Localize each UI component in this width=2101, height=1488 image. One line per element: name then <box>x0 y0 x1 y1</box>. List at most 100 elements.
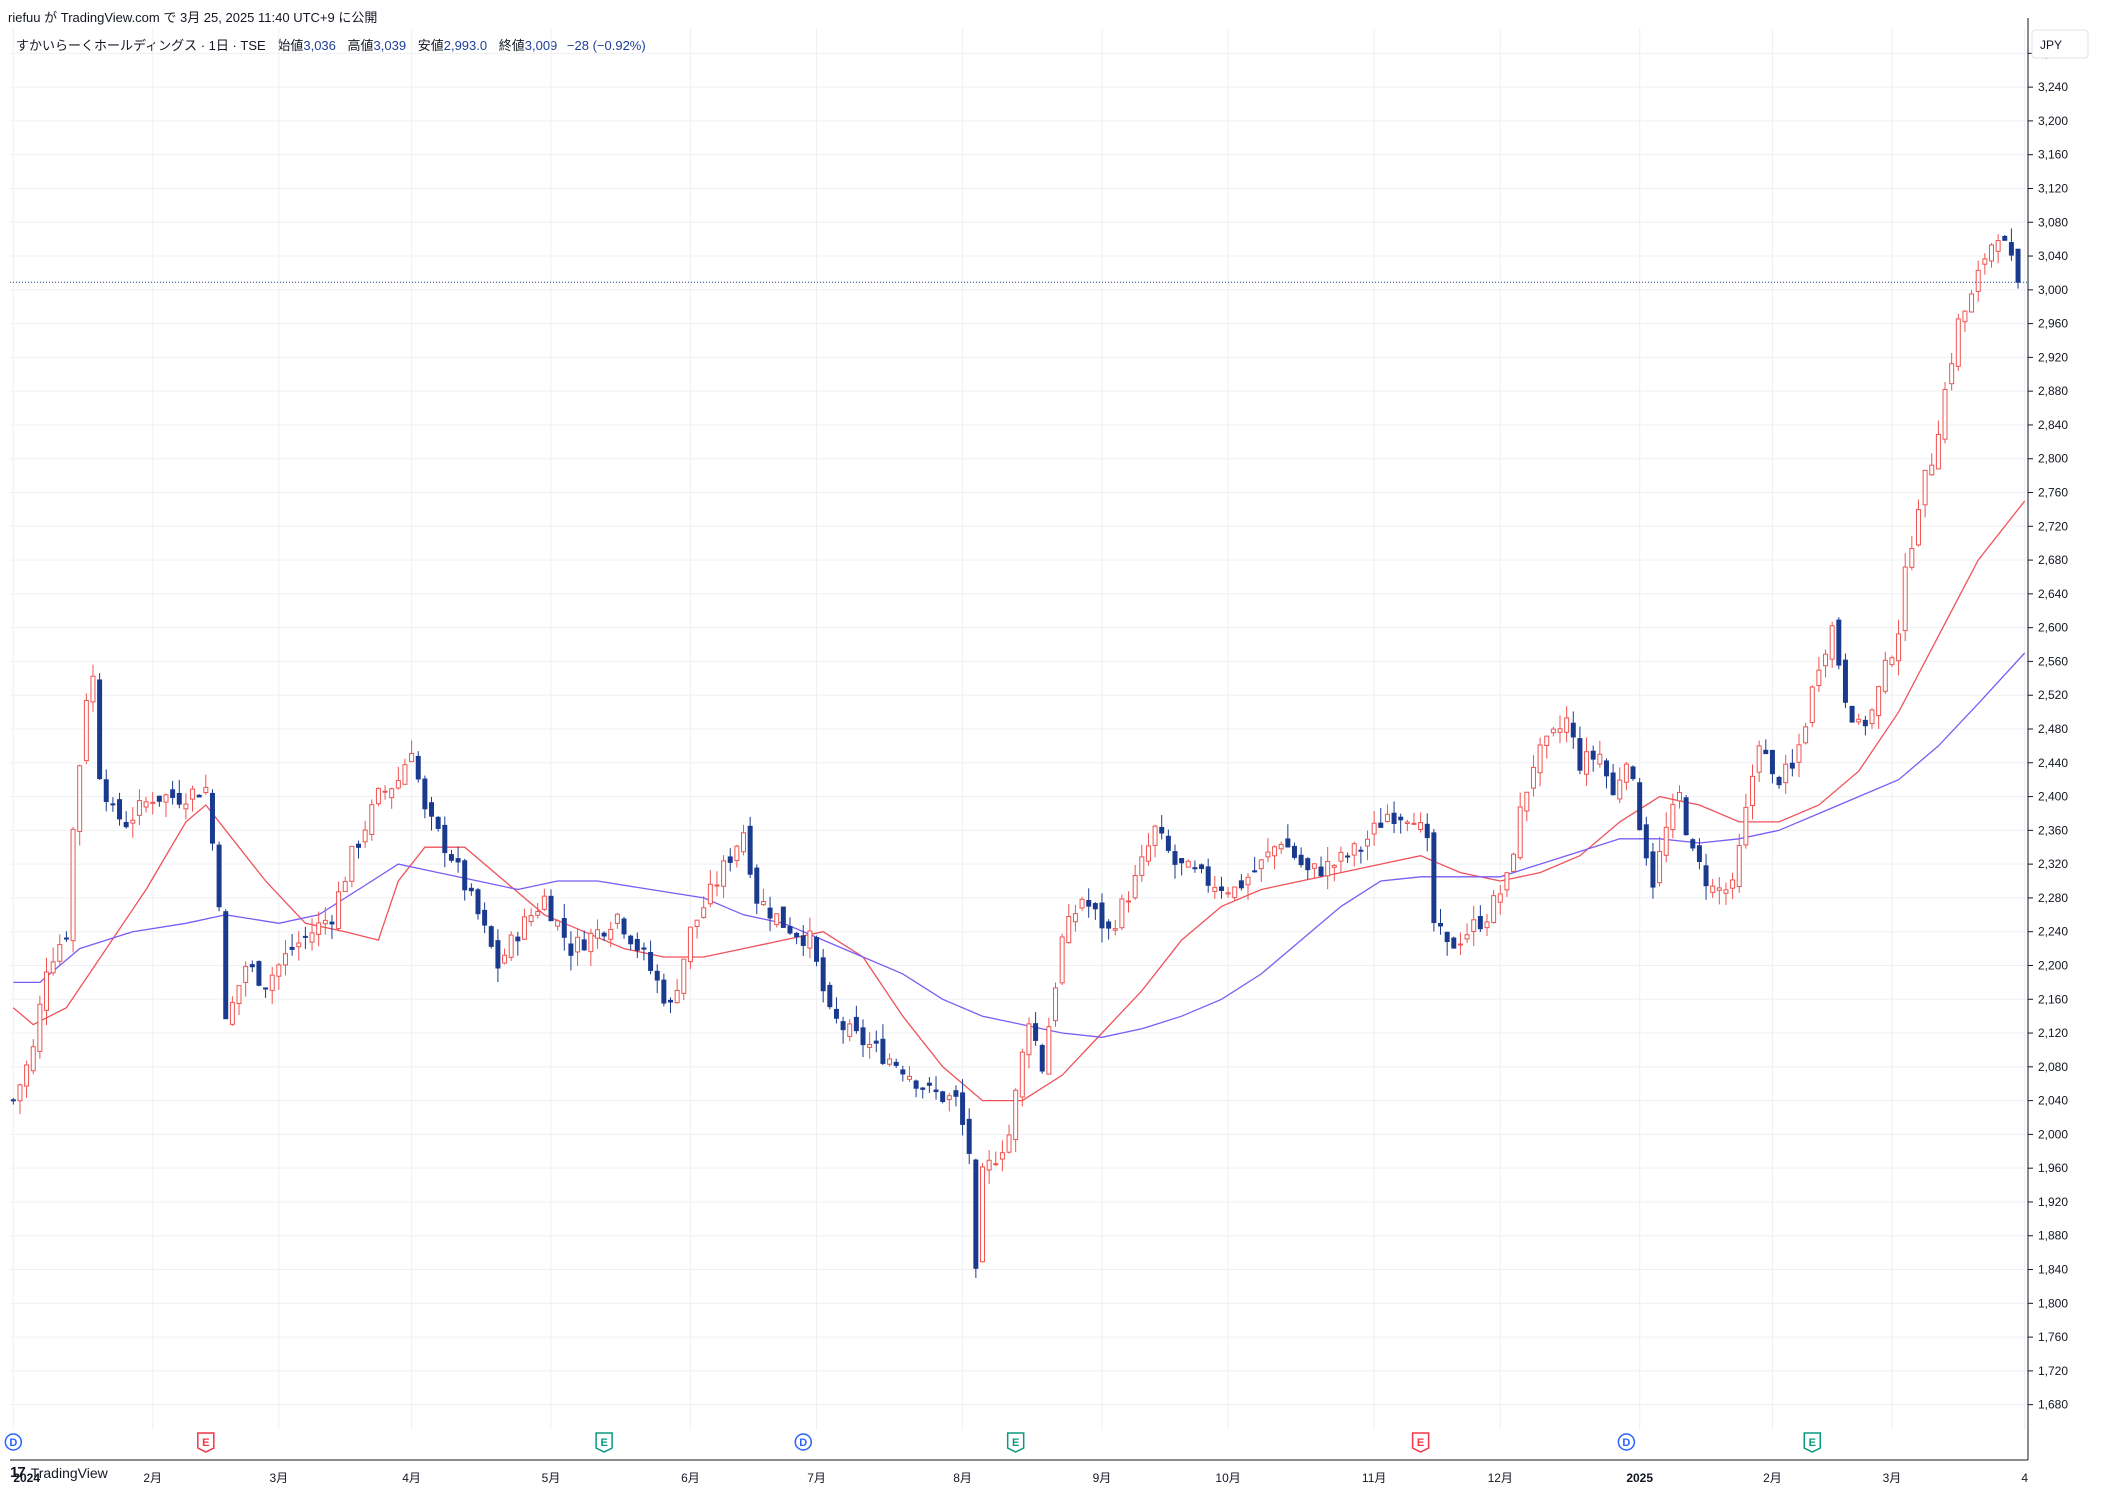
candle <box>1092 902 1098 920</box>
dividend-marker[interactable]: D <box>1617 1433 1636 1451</box>
candle <box>442 816 448 868</box>
time-tick-label: 8月 <box>953 1471 972 1485</box>
candle-body <box>362 829 368 843</box>
candle-body <box>70 828 76 942</box>
candle <box>1059 933 1065 986</box>
candle-body <box>1896 633 1902 662</box>
price-tick-label: 2,160 <box>2038 992 2068 1006</box>
candle <box>1988 243 1994 268</box>
candle-body <box>1570 722 1576 738</box>
candle <box>1258 858 1264 883</box>
candle-body <box>986 1159 992 1171</box>
candle-body <box>256 961 262 986</box>
earnings-marker[interactable]: E <box>595 1432 613 1453</box>
candle <box>548 889 554 922</box>
time-tick-label: 12月 <box>1488 1471 1513 1485</box>
currency-box[interactable]: JPY <box>2031 29 2089 59</box>
candle-body <box>1677 792 1682 802</box>
candle-body <box>548 895 554 922</box>
price-tick-label: 2,240 <box>2038 925 2068 939</box>
candle <box>1484 913 1490 936</box>
candle <box>103 769 109 812</box>
candle <box>1809 685 1815 728</box>
price-tick-label: 2,320 <box>2038 857 2068 871</box>
currency-label: JPY <box>2040 38 2062 52</box>
dividend-marker[interactable]: D <box>794 1433 813 1451</box>
candle <box>1311 863 1317 878</box>
candle <box>448 849 454 863</box>
candle-body <box>814 937 820 962</box>
candle <box>1743 793 1749 849</box>
candle-body <box>435 816 441 829</box>
earnings-marker[interactable]: E <box>1411 1432 1430 1453</box>
candle-body <box>1053 987 1059 1022</box>
earnings-marker[interactable]: E <box>197 1432 215 1453</box>
candle-body <box>1438 922 1444 927</box>
dividend-marker[interactable]: D <box>4 1433 23 1451</box>
candle-body <box>2002 235 2008 241</box>
tradingview-brand[interactable]: 17 TradingView <box>10 1464 108 1481</box>
candle <box>2015 248 2021 289</box>
earnings-marker[interactable]: E <box>1006 1432 1025 1453</box>
candle-body <box>442 824 448 854</box>
price-tick-label: 2,080 <box>2038 1060 2068 1074</box>
candle-body <box>654 970 660 981</box>
candle <box>1345 852 1351 863</box>
candle-body <box>1205 866 1211 886</box>
price-axis[interactable]: 1,680 1,720 1,760 1,800 1,840 1,880 1,920 1,960… <box>2028 46 2068 1412</box>
candle-body <box>44 971 50 1011</box>
candle-body <box>296 942 302 948</box>
candle-body <box>1139 856 1145 876</box>
candle-body <box>608 928 614 940</box>
candle-body <box>1059 936 1065 984</box>
candle-body <box>893 1061 899 1066</box>
candle-body <box>1477 916 1483 930</box>
candle <box>1451 936 1457 949</box>
candle-body <box>249 964 255 968</box>
candle <box>289 933 295 956</box>
candle <box>1411 812 1417 825</box>
candle-body <box>1809 686 1815 724</box>
price-tick-label: 3,040 <box>2038 249 2068 263</box>
candle <box>1457 932 1463 956</box>
candle-body <box>1730 879 1736 889</box>
candle <box>1218 876 1224 899</box>
candle <box>1610 764 1616 796</box>
candle-body <box>2008 242 2014 256</box>
candle-body <box>681 958 687 994</box>
candle <box>1238 874 1244 891</box>
candle-body <box>847 1023 853 1037</box>
candle-body <box>243 965 249 983</box>
candle <box>581 930 587 951</box>
candle <box>203 774 209 795</box>
candle-body <box>541 895 547 910</box>
earnings-marker[interactable]: E <box>1803 1432 1822 1453</box>
candle <box>70 827 76 953</box>
candle <box>1132 865 1138 900</box>
candle-body <box>1066 915 1072 944</box>
candle-body <box>97 679 103 780</box>
candle-body <box>701 907 707 918</box>
candle-body <box>1869 709 1875 725</box>
candle <box>1776 775 1782 789</box>
candle-body <box>17 1084 23 1102</box>
price-tick-label: 1,760 <box>2038 1330 2068 1344</box>
candle-body <box>77 765 83 832</box>
candle-body <box>1371 822 1377 835</box>
candle-body <box>183 803 189 810</box>
candle <box>774 913 780 928</box>
candle <box>336 881 342 932</box>
time-tick-label: 7月 <box>807 1471 826 1485</box>
time-axis[interactable]: 2024 2月 3月 4月 5月 6月 7月 8月 9月 10月 11月 12月 2025 2月 3月 4 <box>13 1471 2028 1485</box>
candle <box>1444 931 1450 956</box>
candle-body <box>1112 928 1118 931</box>
candle <box>63 931 69 942</box>
price-tick-label: 2,840 <box>2038 418 2068 432</box>
candle <box>2008 228 2014 261</box>
candle <box>136 789 142 826</box>
candle-body <box>1657 851 1663 884</box>
publish-header: riefuu が TradingView.com で 3月 25, 2025 1… <box>8 10 378 25</box>
event-letter: E <box>202 1437 209 1449</box>
